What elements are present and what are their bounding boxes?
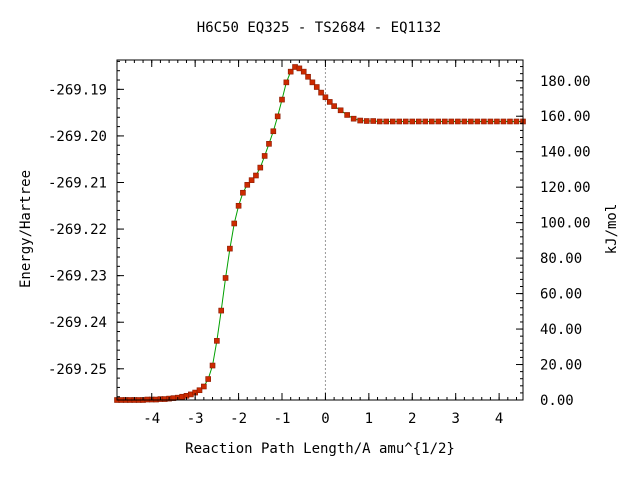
data-point (337, 107, 344, 114)
data-point (326, 99, 333, 105)
data-point (429, 118, 435, 125)
data-point (283, 79, 290, 86)
data-point (300, 68, 307, 75)
y2-tick-label: 40.00 (540, 322, 582, 338)
data-point (448, 118, 455, 125)
data-point (205, 376, 211, 382)
y-axis-left: -269.19 -269.20 -269.21 -269.22 -269.23 -269.… (48, 60, 124, 398)
y-tick-label: -269.20 (48, 129, 107, 145)
x-tick-label: 1 (365, 411, 373, 427)
data-point (455, 118, 461, 125)
data-point (481, 118, 487, 125)
data-point (253, 172, 259, 179)
data-point (235, 202, 242, 209)
data-point (422, 118, 429, 125)
data-point (389, 118, 396, 125)
x-axis: -4 -3 -2 -1 0 1 2 3 4 (116, 60, 517, 427)
y2-tick-label: 60.00 (540, 287, 582, 303)
data-point (196, 387, 203, 394)
data-point (231, 220, 238, 227)
data-point (266, 141, 272, 147)
data-point (274, 113, 281, 120)
y-tick-label: -269.22 (48, 222, 107, 238)
data-point (487, 118, 494, 125)
data-point (396, 118, 403, 125)
data-point (350, 115, 357, 122)
data-point (257, 164, 264, 171)
data-point (209, 362, 216, 369)
x-tick-label: -2 (230, 411, 247, 427)
data-point (261, 153, 268, 159)
data-point (305, 73, 311, 80)
y-tick-label: -269.24 (48, 315, 107, 331)
data-point (370, 118, 376, 124)
data-point (442, 118, 448, 125)
data-point (357, 117, 363, 124)
plot-frame (116, 59, 524, 401)
data-point (218, 307, 225, 314)
data-point (376, 118, 383, 125)
y2-tick-label: 120.00 (540, 180, 591, 196)
data-point (313, 84, 320, 90)
x-tick-label: 4 (495, 411, 503, 427)
data-point (227, 245, 233, 252)
plot-area (114, 60, 526, 403)
data-point (415, 118, 422, 125)
data-point (513, 118, 520, 125)
x-tick-label: -4 (143, 411, 160, 427)
data-point (494, 118, 500, 125)
data-point (474, 118, 481, 125)
x-axis-label: Reaction Path Length/A amu^{1/2} (185, 441, 455, 457)
y2-tick-label: 20.00 (540, 358, 582, 374)
data-point (500, 118, 507, 125)
y2-tick-label: 160.00 (540, 109, 591, 125)
data-point (402, 118, 409, 125)
data-point (435, 118, 442, 125)
data-point (331, 103, 337, 109)
data-point (468, 118, 474, 125)
x-tick-label: 0 (321, 411, 329, 427)
y-tick-label: -269.23 (48, 269, 107, 285)
x-tick-label: -3 (187, 411, 204, 427)
y-axis-right: 0.00 20.00 40.00 60.00 80.00 100.00 120.00 140.… (516, 66, 591, 409)
data-point (507, 118, 513, 125)
data-point (296, 65, 303, 72)
y2-axis-label: kJ/mol (604, 204, 620, 255)
data-point (309, 79, 316, 86)
x-tick-label: 3 (451, 411, 459, 427)
data-point (287, 68, 294, 75)
data-point (214, 338, 220, 344)
data-point (244, 182, 251, 188)
y-tick-label: -269.25 (48, 362, 107, 378)
y-tick-label: -269.21 (48, 175, 107, 191)
data-point (322, 94, 329, 101)
data-point (383, 118, 390, 125)
y-axis-label: Energy/Hartree (18, 170, 34, 288)
y-tick-label: -269.19 (48, 82, 107, 98)
data-point (201, 383, 207, 390)
data-point (461, 118, 468, 125)
x-tick-label: -1 (274, 411, 291, 427)
data-point (409, 118, 416, 125)
data-point (222, 275, 229, 281)
data-point (240, 189, 246, 196)
data-point (279, 96, 285, 103)
x-tick-label: 2 (408, 411, 416, 427)
y2-tick-label: 100.00 (540, 216, 591, 232)
data-point (270, 128, 277, 135)
data-point (318, 89, 324, 96)
data-point (363, 118, 370, 124)
y2-tick-label: 180.00 (540, 74, 591, 90)
chart-title: H6C50 EQ325 - TS2684 - EQ1132 (197, 20, 441, 36)
series-line (117, 66, 523, 401)
y2-tick-label: 0.00 (540, 393, 574, 409)
y2-tick-label: 80.00 (540, 251, 582, 267)
data-point (344, 112, 350, 118)
data-point (248, 177, 255, 183)
y2-tick-label: 140.00 (540, 145, 591, 161)
